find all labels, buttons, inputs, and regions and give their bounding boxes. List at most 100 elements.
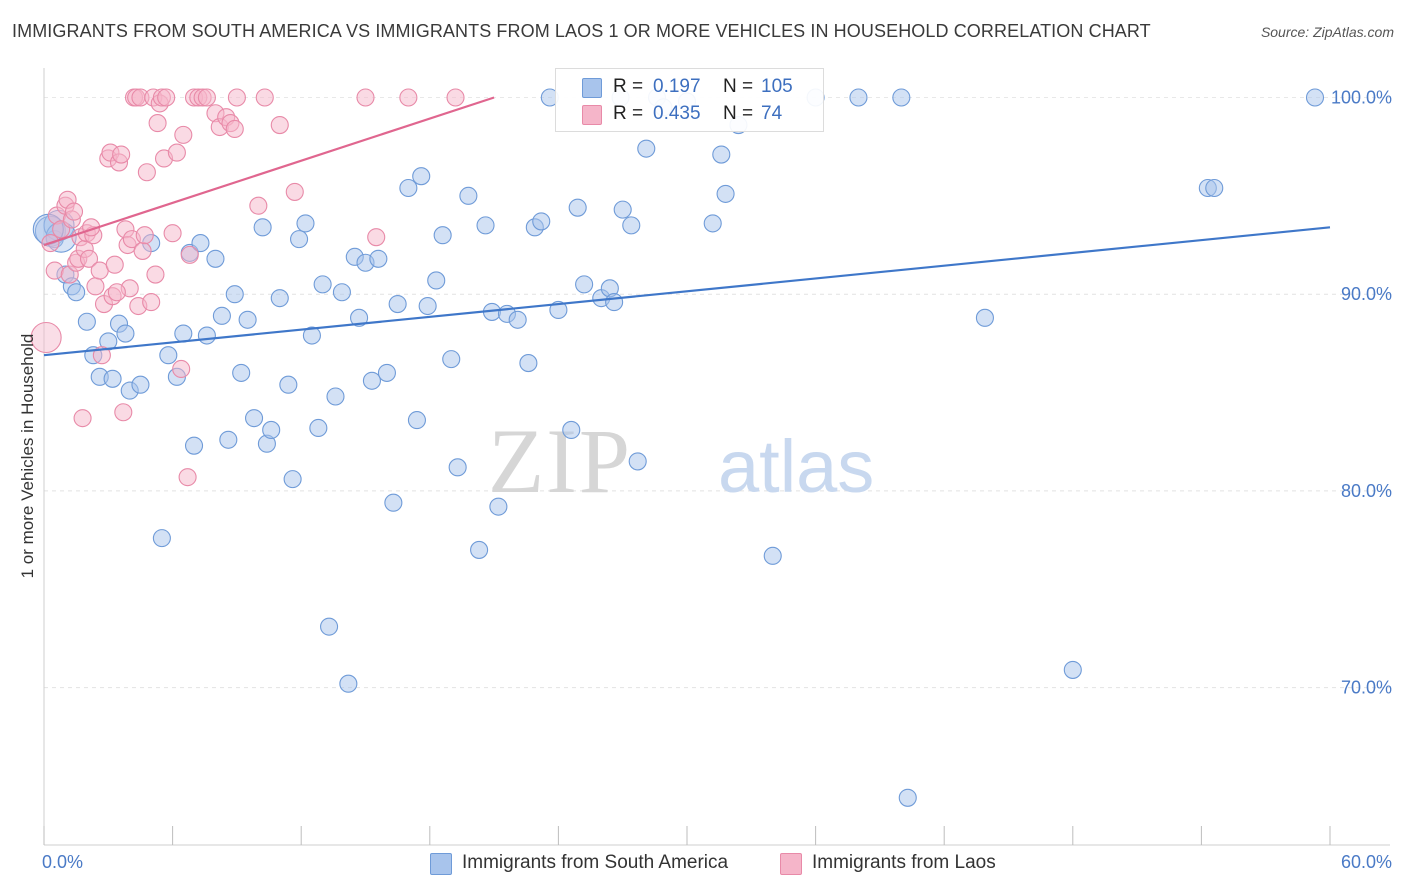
data-point <box>575 275 594 294</box>
legend-n-value: 105 <box>761 76 793 97</box>
data-point <box>377 363 396 382</box>
legend-swatch-south-america <box>582 78 602 98</box>
data-point <box>446 88 465 107</box>
data-point <box>508 310 527 329</box>
data-point <box>367 228 386 247</box>
data-point <box>167 143 186 162</box>
data-point <box>45 261 64 280</box>
data-point <box>279 375 298 394</box>
data-point <box>362 371 381 390</box>
data-point <box>227 88 246 107</box>
data-point <box>703 214 722 233</box>
data-point <box>309 418 328 438</box>
y-axis-title: 1 or more Vehicles in Household <box>18 333 37 579</box>
data-point <box>77 312 96 331</box>
data-point <box>116 324 135 343</box>
data-point <box>238 310 257 329</box>
legend-n-label: N = <box>723 103 754 124</box>
data-point <box>562 420 581 439</box>
data-point <box>326 387 345 406</box>
data-point <box>320 617 339 636</box>
data-point <box>549 300 568 320</box>
data-point <box>219 430 238 449</box>
data-point <box>30 321 62 354</box>
data-point <box>399 88 418 107</box>
data-point <box>262 420 281 439</box>
legend-r-label: R = <box>613 103 644 124</box>
legend-r-label: R = <box>613 76 644 97</box>
data-point <box>249 196 268 215</box>
data-point <box>388 295 407 314</box>
source-label: Source: ZipAtlas.com <box>1260 24 1394 40</box>
data-point <box>568 198 587 217</box>
data-point <box>489 497 508 516</box>
legend-label-laos: Immigrants from Laos <box>812 852 996 873</box>
watermark: ZIP atlas <box>488 410 874 512</box>
data-point <box>67 283 86 302</box>
data-point <box>470 540 489 559</box>
data-point <box>105 255 124 274</box>
data-point <box>178 468 197 487</box>
data-point <box>255 88 274 107</box>
trend-line <box>43 226 1331 357</box>
x-axis-min-label: 0.0% <box>42 852 84 872</box>
data-point <box>184 436 204 455</box>
grid-lines <box>44 97 1390 689</box>
data-point <box>399 178 418 198</box>
data-point <box>114 403 133 422</box>
data-point <box>107 283 126 302</box>
data-point <box>613 200 632 219</box>
data-point <box>172 359 191 379</box>
data-point <box>86 277 105 296</box>
watermark-zip: ZIP <box>488 410 632 512</box>
data-point <box>296 214 315 233</box>
data-point <box>459 186 478 205</box>
data-point <box>290 230 309 249</box>
data-point <box>716 184 735 203</box>
data-point <box>418 296 437 316</box>
y-tick-label: 100.0% <box>1331 88 1392 108</box>
watermark-atlas: atlas <box>718 425 874 508</box>
data-point <box>232 363 251 382</box>
data-point <box>763 546 782 565</box>
data-point <box>283 470 302 489</box>
legend-row-south-america: R = 0.197 N = 105 <box>556 73 823 101</box>
data-point <box>137 163 156 182</box>
legend-n-label: N = <box>723 76 754 97</box>
legend-n-value: 74 <box>761 103 783 124</box>
data-point <box>64 202 84 221</box>
data-point <box>605 293 624 312</box>
legend-swatch-south-america <box>430 853 452 875</box>
data-point <box>244 409 264 428</box>
data-point <box>135 226 154 245</box>
data-point <box>131 375 150 394</box>
data-point <box>448 458 467 477</box>
data-point <box>339 674 358 693</box>
data-point <box>1205 178 1224 198</box>
data-point <box>174 324 193 343</box>
data-point <box>206 249 225 268</box>
data-point <box>148 114 167 133</box>
trend-line <box>43 96 495 247</box>
data-point <box>898 788 917 807</box>
legend-r-value: 0.435 <box>653 103 701 124</box>
data-point <box>225 119 244 139</box>
data-point <box>79 249 99 268</box>
data-point <box>90 261 109 280</box>
data-point <box>384 493 403 512</box>
data-point <box>532 212 551 231</box>
axes <box>43 68 1390 846</box>
data-point <box>476 216 495 235</box>
data-point <box>180 245 199 264</box>
data-point <box>174 125 193 144</box>
legend-label-south-america: Immigrants from South America <box>462 852 729 873</box>
data-point <box>157 88 176 107</box>
data-point <box>975 308 994 327</box>
data-point <box>407 411 426 430</box>
data-point <box>628 452 647 471</box>
data-point <box>146 265 165 284</box>
data-point <box>849 88 868 107</box>
y-tick-labels: 70.0% 80.0% 90.0% 100.0% <box>1331 88 1392 698</box>
data-point <box>159 346 178 365</box>
